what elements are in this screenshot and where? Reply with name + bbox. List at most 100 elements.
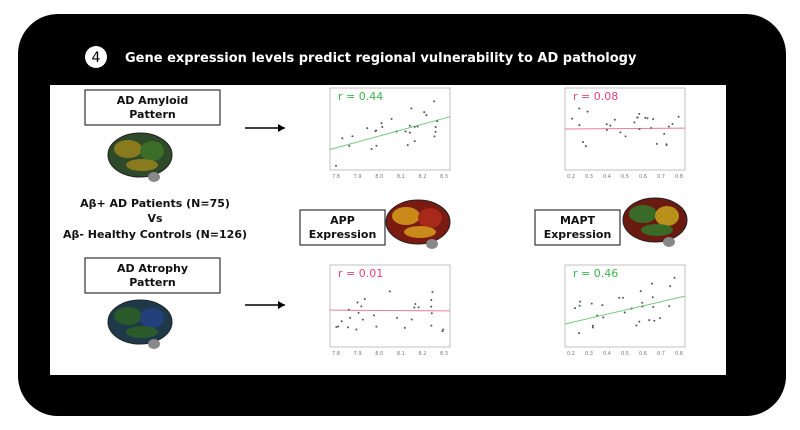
x-tick-label: 0.4 bbox=[603, 174, 611, 180]
fit-line bbox=[329, 116, 451, 150]
scatter-point bbox=[396, 316, 399, 319]
scatter-point bbox=[669, 285, 672, 288]
scatter-point bbox=[390, 117, 393, 120]
scatter-point bbox=[619, 131, 622, 134]
scatter-point bbox=[673, 276, 676, 279]
scatter-point bbox=[591, 324, 594, 327]
x-tick-label: 0.3 bbox=[585, 174, 593, 180]
scatter-point bbox=[590, 302, 593, 305]
brain-region bbox=[114, 307, 142, 325]
scatter-point bbox=[624, 135, 627, 138]
scatter-point bbox=[652, 118, 655, 121]
scatter-point bbox=[591, 326, 594, 329]
scatter-point bbox=[355, 328, 358, 331]
scatter-point bbox=[357, 311, 360, 314]
scatter-point bbox=[605, 123, 608, 126]
brain-region bbox=[655, 206, 679, 226]
scatter-point bbox=[638, 320, 641, 323]
arrow-head bbox=[278, 301, 285, 309]
scatter-point bbox=[638, 112, 641, 115]
label-text: AD Amyloid Pattern bbox=[117, 94, 189, 121]
scatter-point bbox=[341, 137, 344, 140]
brain-region bbox=[392, 207, 420, 225]
scatter-point bbox=[586, 110, 589, 113]
scatter-point bbox=[648, 319, 651, 322]
plot-area bbox=[564, 264, 686, 348]
scatter-point bbox=[578, 304, 581, 307]
scatter-point bbox=[441, 330, 444, 333]
label-text: AD Atrophy Pattern bbox=[117, 262, 188, 289]
scatter-point bbox=[349, 316, 352, 319]
brain-region bbox=[404, 226, 436, 238]
scatter-point bbox=[388, 290, 391, 293]
scatter-point bbox=[337, 325, 340, 328]
scatter-point bbox=[356, 301, 359, 304]
r-label: r = 0.44 bbox=[338, 90, 383, 103]
scatter-point bbox=[671, 122, 674, 125]
scatter-point bbox=[408, 131, 411, 134]
label-box bbox=[84, 257, 221, 294]
scatter-point bbox=[430, 305, 433, 308]
step-number: 4 bbox=[92, 50, 101, 66]
scatter-point bbox=[361, 318, 364, 321]
brain-stem bbox=[426, 239, 438, 249]
x-tick-label: 7.8 bbox=[332, 351, 340, 357]
scatter-point bbox=[434, 125, 437, 128]
scatter-point bbox=[618, 296, 621, 299]
brain-region bbox=[629, 205, 657, 223]
scatter-point bbox=[417, 306, 420, 309]
plot-area bbox=[329, 264, 451, 348]
scatter-point bbox=[430, 324, 433, 327]
group-text: Aβ+ AD Patients (N=75) bbox=[80, 197, 230, 210]
scatter-point bbox=[636, 116, 639, 119]
scatter-point bbox=[677, 115, 680, 118]
label-text: APP Expression bbox=[309, 214, 377, 241]
scatter-point bbox=[380, 122, 383, 125]
scatter-point bbox=[667, 125, 670, 128]
scatter-point bbox=[573, 307, 576, 310]
x-tick-label: 0.7 bbox=[657, 174, 665, 180]
scatter-point bbox=[408, 124, 411, 127]
x-tick-label: 8.1 bbox=[397, 351, 405, 357]
brain-region bbox=[126, 326, 158, 338]
x-tick-label: 0.6 bbox=[639, 174, 647, 180]
scatter-point bbox=[668, 305, 671, 308]
scatter-point bbox=[579, 300, 582, 303]
x-tick-label: 0.5 bbox=[621, 174, 629, 180]
x-tick-label: 0.5 bbox=[621, 351, 629, 357]
scatter-point bbox=[375, 325, 378, 328]
scatter-point bbox=[651, 282, 654, 285]
scatter-point bbox=[423, 111, 426, 114]
brain-stem bbox=[148, 339, 160, 349]
arrow-head bbox=[278, 124, 285, 132]
x-tick-label: 0.3 bbox=[585, 351, 593, 357]
x-tick-label: 8.3 bbox=[440, 351, 448, 357]
brain-region bbox=[140, 141, 164, 161]
brain-region bbox=[114, 140, 142, 158]
scatter-point bbox=[578, 107, 581, 110]
scatter-point bbox=[410, 318, 413, 321]
scatter-point bbox=[335, 164, 338, 167]
fit-line bbox=[564, 295, 686, 325]
scatter-point bbox=[578, 124, 581, 127]
scatter-point bbox=[601, 304, 604, 307]
scatter-point bbox=[571, 117, 574, 120]
brain-region bbox=[126, 159, 158, 171]
scatter-point bbox=[425, 114, 428, 117]
brain-region bbox=[418, 208, 442, 228]
scatter-point bbox=[363, 297, 366, 300]
scatter-point bbox=[372, 314, 375, 317]
scatter-point bbox=[652, 305, 655, 308]
plot-area bbox=[329, 87, 451, 171]
scatter-point bbox=[413, 306, 416, 309]
scatter-point bbox=[653, 319, 656, 322]
scatter-point bbox=[381, 126, 384, 129]
scatter-point bbox=[644, 116, 647, 119]
brain-region bbox=[641, 224, 673, 236]
scatter-point bbox=[346, 326, 349, 329]
r-label: r = 0.01 bbox=[338, 267, 383, 280]
scatter-point bbox=[433, 100, 436, 103]
scatter-point bbox=[613, 118, 616, 121]
scatter-point bbox=[623, 311, 626, 314]
scatter-point bbox=[366, 127, 369, 130]
